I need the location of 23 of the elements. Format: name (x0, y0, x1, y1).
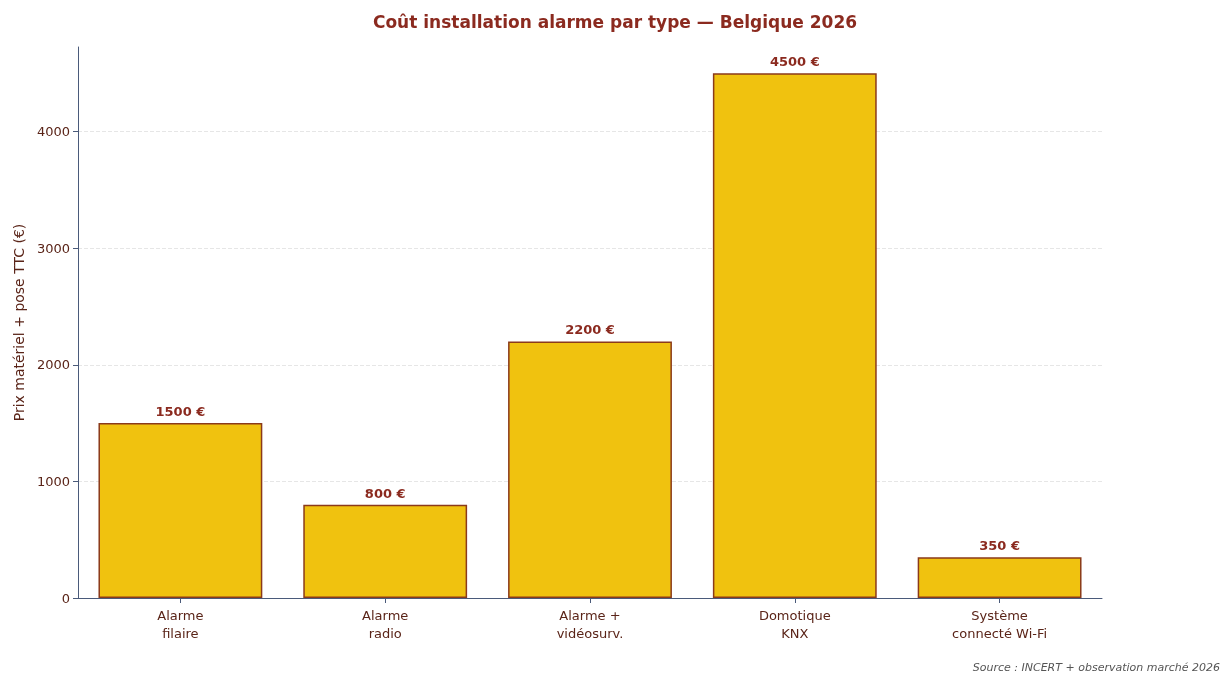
data-label: 2200 € (565, 322, 615, 338)
bar (98, 423, 263, 598)
data-label: 800 € (364, 485, 406, 501)
bar (712, 73, 877, 598)
data-label: 350 € (979, 538, 1020, 554)
y-tick-label: 1000 (36, 473, 70, 489)
data-label: 4500 € (769, 54, 820, 70)
data-label: 1500 € (155, 404, 206, 420)
x-tick-label: Système connecté Wi-Fi (952, 607, 1048, 641)
y-tick-label: 4000 (36, 124, 70, 140)
x-tick-label: Alarme filaire (157, 607, 204, 641)
bar (917, 557, 1082, 598)
y-axis-title: Prix matériel + pose TTC (€) (11, 223, 28, 422)
bar (303, 504, 468, 598)
source-note: Source : INCERT + observation marché 2026 (972, 661, 1221, 674)
bar (508, 341, 672, 598)
x-tick-label: Domotique KNX (758, 607, 831, 641)
y-tick-label: 0 (61, 590, 70, 606)
y-tick-label: 3000 (36, 240, 70, 256)
y-tick-label: 2000 (36, 357, 70, 373)
chart-title: Coût installation alarme par type — Belgique 2026 (372, 11, 858, 32)
x-tick-label: Alarme + vidéosurv. (556, 607, 624, 641)
x-tick-label: Alarme radio (362, 607, 409, 641)
